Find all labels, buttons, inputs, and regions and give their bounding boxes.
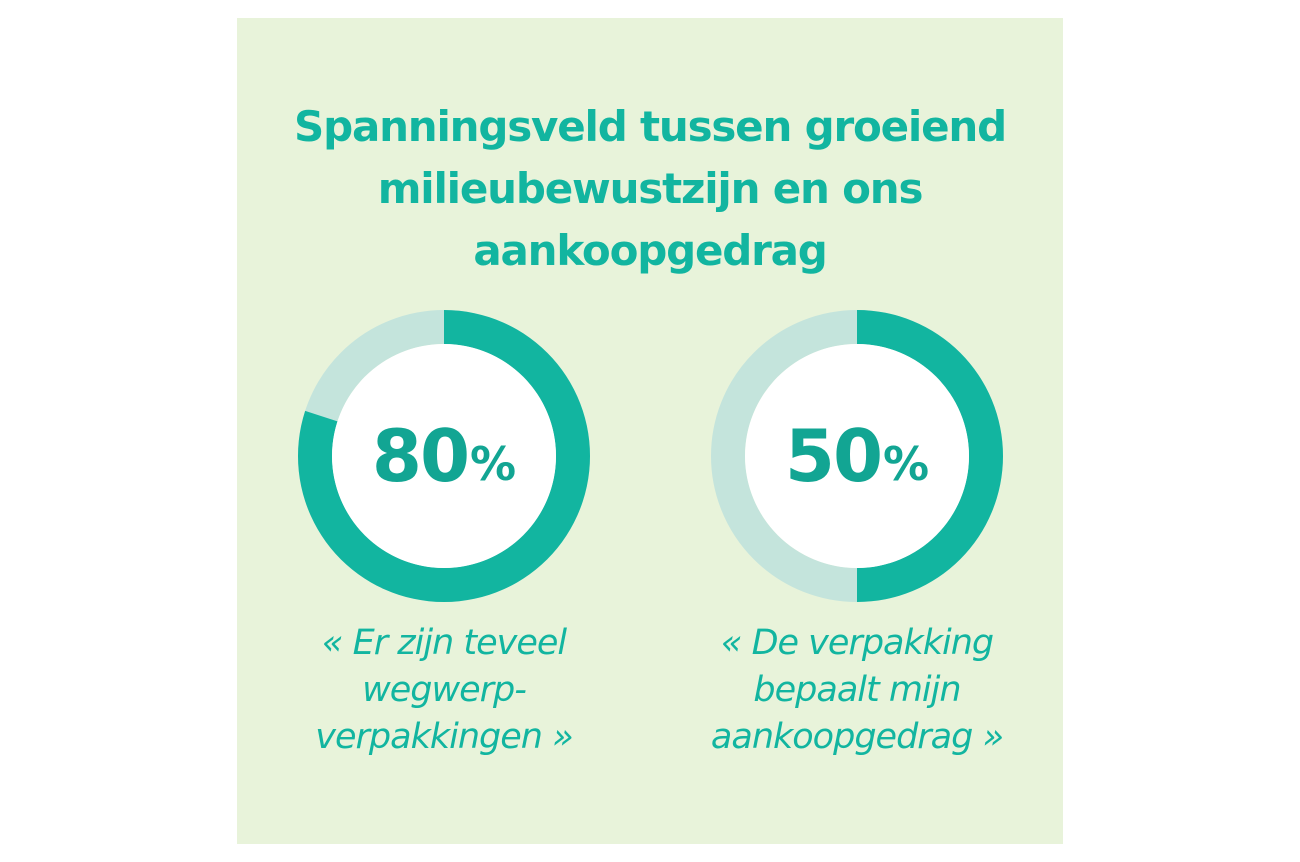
- donut-caption-2: « De verpakking bepaalt mijn aankoopgedr…: [687, 620, 1027, 761]
- infographic-panel: Spanningsveld tussen groeiend milieubewu…: [237, 18, 1063, 844]
- donut-value-unit-2: %: [883, 437, 930, 491]
- donut-center-2: [745, 344, 969, 568]
- infographic-title: Spanningsveld tussen groeiend milieubewu…: [237, 96, 1063, 282]
- title-line-2: milieubewustzijn en ons: [377, 164, 924, 213]
- donut-value-2: 50 %: [711, 310, 1003, 602]
- caption-1-line-3: verpakkingen »: [315, 717, 573, 757]
- caption-2-line-3: aankoopgedrag »: [710, 717, 1004, 757]
- donut-value-1: 80 %: [298, 310, 590, 602]
- donut-caption-1: « Er zijn teveel wegwerp- verpakkingen »: [274, 620, 614, 761]
- donut-value-arc-2: [857, 310, 1003, 602]
- donut-value-number-1: 80: [371, 414, 470, 498]
- donut-center-1: [332, 344, 556, 568]
- caption-1-line-2: wegwerp-: [362, 670, 527, 710]
- donut-value-unit-1: %: [470, 437, 517, 491]
- donut-svg-1: [298, 310, 590, 602]
- title-line-3: aankoopgedrag: [473, 226, 827, 275]
- donut-chart-2: 50 %: [711, 310, 1003, 602]
- donut-svg-2: [711, 310, 1003, 602]
- caption-1-line-1: « Er zijn teveel: [321, 623, 567, 663]
- donut-chart-1: 80 %: [298, 310, 590, 602]
- donut-value-number-2: 50: [784, 414, 883, 498]
- title-line-1: Spanningsveld tussen groeiend: [294, 102, 1007, 151]
- caption-2-line-1: « De verpakking: [720, 623, 994, 663]
- caption-2-line-2: bepaalt mijn: [753, 670, 961, 710]
